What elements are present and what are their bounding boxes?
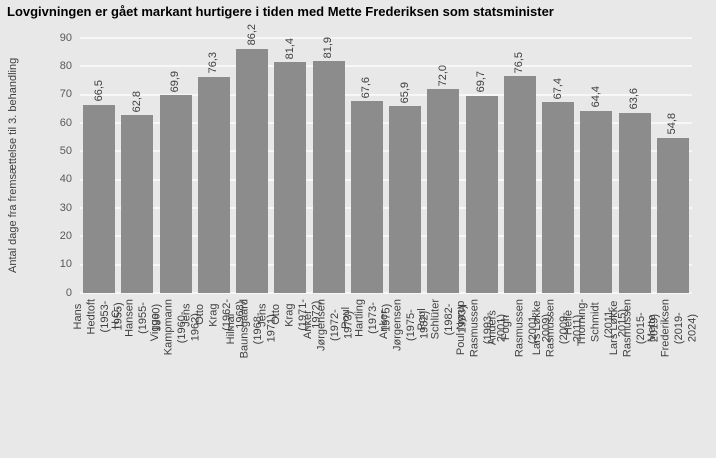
bar-value-label: 67,4 xyxy=(551,77,564,100)
bar-value-label: 63,6 xyxy=(628,88,641,110)
bar xyxy=(618,112,651,293)
y-tick-label: 80 xyxy=(59,59,72,72)
bar xyxy=(312,60,345,293)
y-tick-label: 10 xyxy=(59,258,72,271)
bar-value-label: 65,9 xyxy=(398,81,411,104)
bar xyxy=(580,110,613,293)
bar-value-label: 66,5 xyxy=(92,80,105,102)
bar xyxy=(656,137,689,293)
gridline xyxy=(80,207,692,209)
gridline xyxy=(80,65,692,68)
y-tick-label: 20 xyxy=(59,229,72,242)
bar xyxy=(350,101,383,293)
bar-value-label: 67,6 xyxy=(360,77,373,99)
bar xyxy=(427,89,460,293)
gridline xyxy=(80,263,692,266)
bar xyxy=(121,115,154,293)
gridline xyxy=(80,93,692,96)
y-tick-label: 90 xyxy=(59,31,72,44)
bar-value-label: 86,2 xyxy=(245,24,258,46)
bar xyxy=(274,62,307,293)
bar-value-label: 62,8 xyxy=(130,90,143,113)
bar xyxy=(159,94,192,293)
bar-value-label: 76,5 xyxy=(513,51,526,74)
bar-value-label: 69,9 xyxy=(169,70,182,92)
gridline xyxy=(80,292,692,294)
bar-value-label: 69,7 xyxy=(475,71,488,93)
bar xyxy=(83,104,116,293)
bar xyxy=(197,76,230,293)
x-category-label: Mette Frederiksen (2019-2024) xyxy=(645,299,699,358)
chart-title: Lovgivningen er gået markant hurtigere i… xyxy=(7,4,554,19)
bar-value-label: 76,3 xyxy=(207,52,220,74)
gridline xyxy=(80,178,692,181)
y-tick-label: 70 xyxy=(59,88,72,101)
bar xyxy=(465,95,498,293)
plot-area: 66,5 Hans Hedtoft (1953-1955) 62,8 H.C. Han… xyxy=(72,24,698,358)
bar-value-label: 72,0 xyxy=(436,64,449,86)
y-tick-label: 60 xyxy=(59,116,72,129)
bar xyxy=(542,102,575,293)
bar-value-label: 81,9 xyxy=(322,36,335,58)
gridline xyxy=(80,37,692,39)
y-tick-label: 30 xyxy=(59,201,72,214)
gridline xyxy=(80,150,692,153)
y-tick-label: 0 xyxy=(65,286,72,299)
bar-value-label: 54,8 xyxy=(666,113,679,135)
gridline xyxy=(80,235,692,238)
y-axis-title: Antal dage fra fremsættelse til 3. behan… xyxy=(7,57,19,274)
bar xyxy=(389,106,422,293)
y-tick-label: 50 xyxy=(59,144,72,157)
bar xyxy=(236,48,269,293)
bar xyxy=(503,76,536,293)
gridline xyxy=(80,122,692,124)
y-tick-label: 40 xyxy=(59,173,72,186)
bar-value-label: 64,4 xyxy=(589,86,602,108)
bar-value-label: 81,4 xyxy=(283,37,296,60)
